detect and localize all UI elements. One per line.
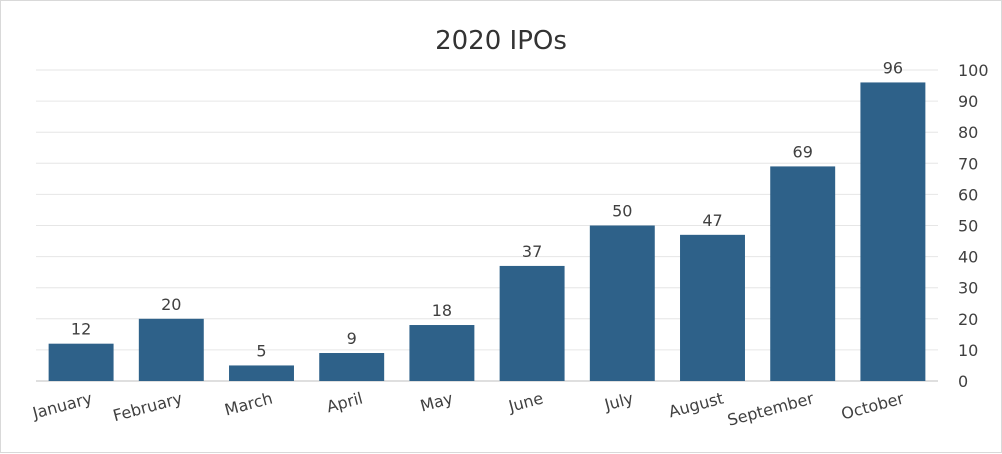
bar bbox=[680, 234, 745, 381]
y-tick-label: 10 bbox=[958, 341, 978, 360]
x-tick-label: April bbox=[324, 389, 364, 417]
data-label: 18 bbox=[432, 301, 452, 320]
bar bbox=[589, 225, 655, 381]
bar bbox=[229, 365, 294, 381]
x-tick-label: October bbox=[839, 388, 906, 423]
x-tick-label: March bbox=[222, 389, 274, 420]
bar bbox=[48, 343, 114, 381]
data-label: 20 bbox=[161, 295, 181, 314]
y-tick-label: 30 bbox=[958, 279, 978, 298]
y-tick-label: 70 bbox=[958, 154, 978, 173]
x-tick-label: June bbox=[506, 389, 546, 417]
y-tick-label: 80 bbox=[958, 123, 978, 142]
bar bbox=[860, 82, 926, 381]
y-tick-label: 40 bbox=[958, 248, 978, 267]
data-labels: 12 20 5 9 18 37 50 47 69 96 bbox=[71, 58, 903, 360]
data-label: 37 bbox=[522, 242, 542, 261]
y-tick-label: 60 bbox=[958, 185, 978, 204]
x-tick-label: July bbox=[602, 389, 636, 415]
bar bbox=[499, 265, 565, 381]
x-axis-ticks: January February March April May June July Augu… bbox=[30, 388, 907, 429]
data-label: 69 bbox=[793, 142, 813, 161]
data-label: 12 bbox=[71, 320, 91, 339]
x-tick-label: May bbox=[418, 389, 455, 416]
x-tick-label: September bbox=[725, 388, 816, 429]
data-label: 96 bbox=[883, 58, 903, 77]
bar bbox=[409, 325, 475, 381]
x-tick-label: February bbox=[111, 389, 184, 426]
bar bbox=[319, 353, 385, 381]
x-tick-label: August bbox=[667, 389, 726, 422]
y-axis-ticks: 0 10 20 30 40 50 60 70 80 90 100 bbox=[958, 61, 989, 391]
data-label: 9 bbox=[347, 329, 357, 348]
data-label: 50 bbox=[612, 202, 632, 221]
y-tick-label: 0 bbox=[958, 372, 968, 391]
y-tick-label: 100 bbox=[958, 61, 989, 80]
bars bbox=[48, 82, 926, 381]
x-tick-label: January bbox=[30, 389, 94, 423]
chart-title: 2020 IPOs bbox=[435, 26, 567, 56]
data-label: 47 bbox=[702, 211, 722, 230]
bar bbox=[770, 166, 836, 381]
y-tick-label: 90 bbox=[958, 92, 978, 111]
data-label: 5 bbox=[256, 341, 266, 360]
y-tick-label: 20 bbox=[958, 310, 978, 329]
bar bbox=[138, 318, 204, 381]
y-tick-label: 50 bbox=[958, 217, 978, 236]
